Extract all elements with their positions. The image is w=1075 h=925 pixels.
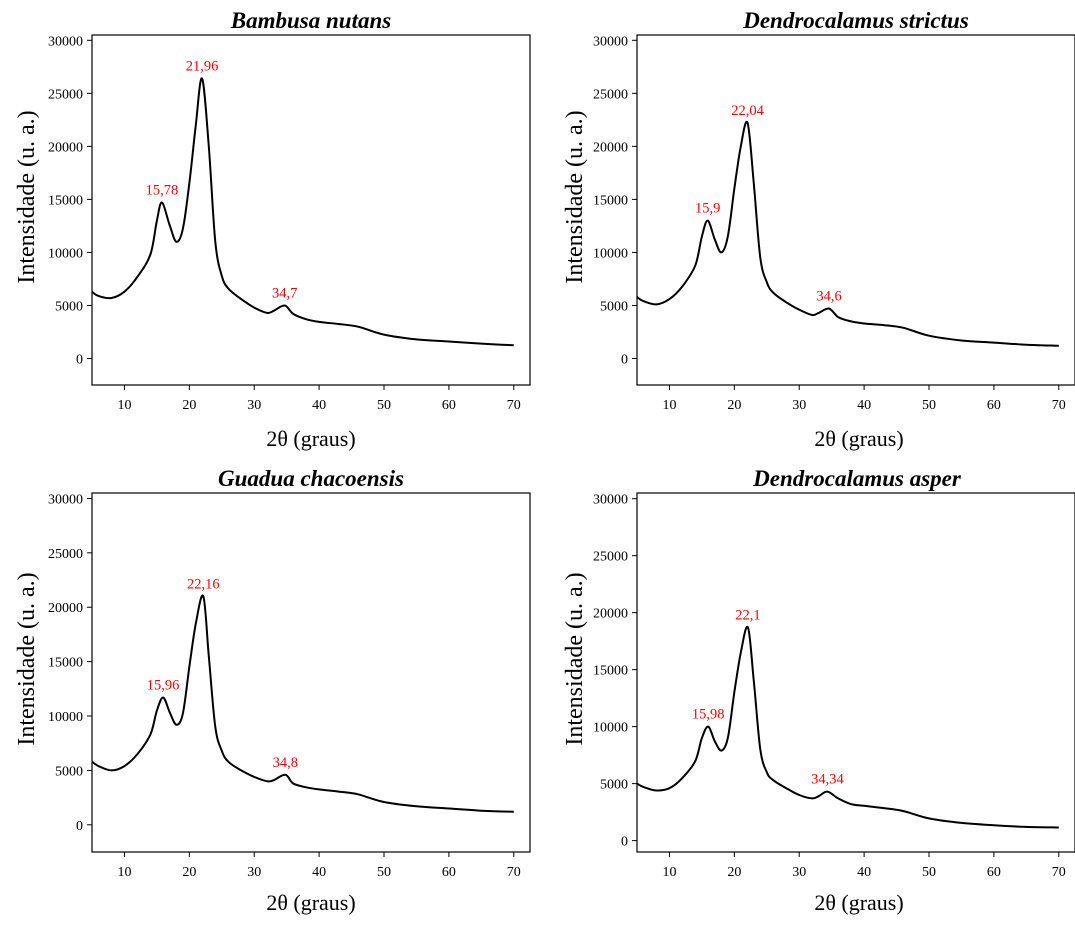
y-tick-label: 25000 (593, 550, 628, 565)
peak-label: 21,96 (186, 58, 219, 74)
y-tick-label: 30000 (593, 493, 628, 508)
y-tick-label: 20000 (48, 140, 83, 155)
panel-bambusa-nutans: Bambusa nutans 2θ (graus) Intensidade (u… (14, 8, 531, 451)
x-tick-label: 50 (377, 398, 391, 413)
x-axis-label: 2θ (graus) (266, 890, 355, 915)
y-tick-label: 0 (76, 352, 83, 367)
x-tick-label: 20 (182, 865, 196, 880)
y-tick-label: 10000 (593, 721, 628, 736)
peak-label: 22,16 (187, 576, 220, 592)
panel-dendrocalamus-asper: Dendrocalamus asper 2θ (graus) Intensida… (562, 466, 1075, 915)
x-tick-label: 20 (182, 398, 196, 413)
x-tick-label: 70 (507, 398, 521, 413)
plot-frame (636, 34, 1075, 386)
y-axis-label: Intensidade (u. a.) (14, 110, 40, 283)
x-tick-label: 70 (507, 865, 521, 880)
x-tick-label: 60 (987, 865, 1001, 880)
diffractogram-line (91, 594, 514, 813)
x-tick-label: 50 (922, 865, 936, 880)
x-tick-label: 50 (922, 398, 936, 413)
peak-label: 15,96 (147, 678, 180, 694)
peak-label: 22,1 (735, 607, 760, 623)
x-tick-label: 10 (117, 398, 131, 413)
y-tick-label: 15000 (48, 193, 83, 208)
y-tick-label: 10000 (593, 246, 628, 261)
peak-label: 15,98 (692, 707, 725, 723)
x-tick-label: 40 (312, 865, 326, 880)
diffractogram-line (636, 625, 1059, 829)
y-tick-label: 10000 (48, 246, 83, 261)
y-tick-label: 20000 (593, 607, 628, 622)
y-tick-label: 25000 (48, 87, 83, 102)
x-tick-label: 30 (792, 865, 806, 880)
x-tick-label: 40 (857, 865, 871, 880)
x-tick-label: 20 (727, 865, 741, 880)
x-tick-label: 70 (1052, 865, 1066, 880)
y-tick-label: 0 (621, 835, 628, 850)
diffractogram-line (91, 77, 514, 347)
y-tick-label: 5000 (600, 778, 628, 793)
y-tick-label: 30000 (48, 34, 83, 49)
x-tick-label: 10 (662, 865, 676, 880)
x-tick-label: 20 (727, 398, 741, 413)
panel-title: Guadua chacoensis (218, 466, 404, 491)
x-tick-label: 10 (662, 398, 676, 413)
y-tick-label: 25000 (48, 547, 83, 562)
x-axis-label: 2θ (graus) (266, 426, 355, 451)
x-tick-label: 40 (312, 398, 326, 413)
y-tick-label: 15000 (593, 664, 628, 679)
panel-title: Dendrocalamus strictus (742, 8, 969, 33)
x-axis-label: 2θ (graus) (814, 890, 903, 915)
x-tick-label: 60 (987, 398, 1001, 413)
peak-label: 34,8 (273, 755, 298, 771)
x-tick-label: 60 (442, 398, 456, 413)
panel-guadua-chacoensis: Guadua chacoensis 2θ (graus) Intensidade… (14, 466, 531, 915)
x-tick-label: 30 (247, 398, 261, 413)
y-tick-label: 15000 (48, 656, 83, 671)
x-tick-label: 40 (857, 398, 871, 413)
peak-label: 22,04 (731, 103, 764, 119)
diffractogram-line (636, 120, 1059, 347)
x-tick-label: 60 (442, 865, 456, 880)
y-tick-label: 0 (621, 352, 628, 367)
peak-label: 15,9 (695, 201, 720, 217)
x-tick-label: 70 (1052, 398, 1066, 413)
y-tick-label: 20000 (48, 601, 83, 616)
y-tick-label: 20000 (593, 140, 628, 155)
plot-frame (91, 492, 531, 853)
y-tick-label: 10000 (48, 710, 83, 725)
x-axis-label: 2θ (graus) (814, 426, 903, 451)
y-tick-label: 5000 (55, 299, 83, 314)
peak-label: 34,7 (272, 285, 297, 301)
x-tick-label: 30 (247, 865, 261, 880)
y-tick-label: 30000 (48, 492, 83, 507)
plot-frame (91, 34, 531, 386)
y-tick-label: 5000 (600, 299, 628, 314)
x-tick-label: 50 (377, 865, 391, 880)
y-tick-label: 30000 (593, 34, 628, 49)
peak-label: 15,78 (146, 183, 179, 199)
y-axis-label: Intensidade (u. a.) (562, 110, 588, 283)
panel-dendrocalamus-strictus: Dendrocalamus strictus 2θ (graus) Intens… (562, 8, 1075, 451)
y-axis-label: Intensidade (u. a.) (14, 572, 40, 745)
peak-label: 34,6 (816, 289, 841, 305)
panel-title: Dendrocalamus asper (752, 466, 962, 491)
y-axis-label: Intensidade (u. a.) (562, 572, 588, 745)
y-tick-label: 0 (76, 819, 83, 834)
y-tick-label: 25000 (593, 87, 628, 102)
panel-title: Bambusa nutans (230, 8, 391, 33)
x-tick-label: 30 (792, 398, 806, 413)
peak-label: 34,34 (811, 772, 844, 788)
x-tick-label: 10 (117, 865, 131, 880)
y-tick-label: 5000 (55, 764, 83, 779)
y-tick-label: 15000 (593, 193, 628, 208)
plot-frame (636, 492, 1075, 853)
